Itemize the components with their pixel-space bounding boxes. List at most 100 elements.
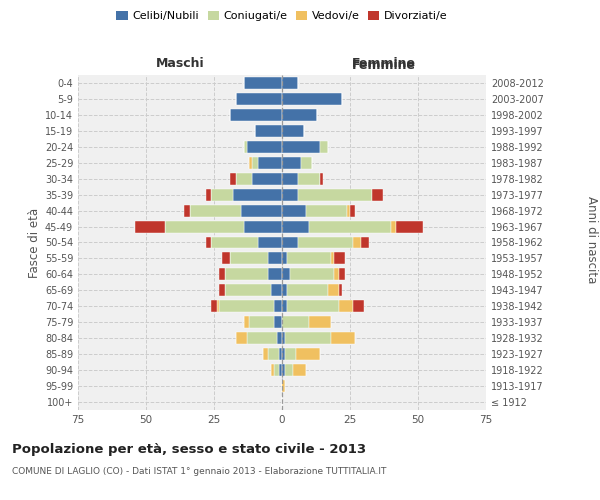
- Bar: [279, 364, 282, 376]
- Bar: [328, 284, 339, 296]
- Bar: [334, 252, 344, 264]
- Bar: [347, 204, 350, 216]
- Text: Maschi: Maschi: [155, 57, 205, 70]
- Bar: [298, 172, 320, 184]
- Bar: [268, 348, 279, 360]
- Text: Popolazione per età, sesso e stato civile - 2013: Popolazione per età, sesso e stato civil…: [12, 442, 366, 456]
- Bar: [230, 109, 282, 121]
- Bar: [296, 348, 320, 360]
- Bar: [135, 220, 165, 232]
- Bar: [282, 93, 342, 105]
- Bar: [320, 172, 323, 184]
- Bar: [309, 316, 331, 328]
- Bar: [282, 141, 320, 153]
- Bar: [274, 300, 282, 312]
- Text: Anni di nascita: Anni di nascita: [584, 196, 598, 284]
- Bar: [282, 284, 287, 296]
- Bar: [339, 300, 353, 312]
- Bar: [372, 188, 383, 200]
- Bar: [257, 236, 282, 248]
- Bar: [230, 172, 236, 184]
- Bar: [244, 220, 282, 232]
- Bar: [320, 141, 328, 153]
- Bar: [241, 204, 282, 216]
- Bar: [282, 125, 304, 137]
- Bar: [353, 236, 361, 248]
- Bar: [396, 220, 424, 232]
- Bar: [247, 332, 277, 344]
- Bar: [282, 364, 285, 376]
- Bar: [236, 172, 252, 184]
- Bar: [301, 157, 312, 168]
- Bar: [244, 316, 250, 328]
- Bar: [282, 157, 301, 168]
- Bar: [298, 188, 372, 200]
- Bar: [282, 332, 285, 344]
- Bar: [282, 77, 298, 89]
- Bar: [271, 284, 282, 296]
- Bar: [225, 268, 268, 280]
- Bar: [279, 348, 282, 360]
- Bar: [220, 268, 225, 280]
- Bar: [331, 332, 355, 344]
- Bar: [222, 252, 230, 264]
- Bar: [252, 172, 282, 184]
- Bar: [331, 252, 334, 264]
- Bar: [282, 268, 290, 280]
- Bar: [250, 316, 274, 328]
- Y-axis label: Fasce di età: Fasce di età: [28, 208, 41, 278]
- Bar: [282, 316, 309, 328]
- Bar: [230, 252, 268, 264]
- Bar: [334, 268, 339, 280]
- Bar: [184, 204, 190, 216]
- Bar: [287, 284, 328, 296]
- Bar: [250, 157, 252, 168]
- Bar: [274, 364, 279, 376]
- Bar: [220, 284, 225, 296]
- Bar: [290, 268, 334, 280]
- Bar: [350, 204, 355, 216]
- Bar: [391, 220, 396, 232]
- Bar: [282, 380, 285, 392]
- Bar: [268, 252, 282, 264]
- Bar: [211, 188, 233, 200]
- Bar: [206, 236, 211, 248]
- Bar: [211, 300, 217, 312]
- Bar: [339, 268, 344, 280]
- Bar: [206, 188, 211, 200]
- Bar: [282, 220, 309, 232]
- Bar: [285, 332, 331, 344]
- Bar: [309, 220, 391, 232]
- Bar: [236, 332, 247, 344]
- Bar: [165, 220, 244, 232]
- Bar: [190, 204, 241, 216]
- Bar: [282, 172, 298, 184]
- Text: Femmine: Femmine: [352, 58, 416, 71]
- Bar: [211, 236, 257, 248]
- Bar: [287, 252, 331, 264]
- Bar: [252, 157, 257, 168]
- Bar: [282, 236, 298, 248]
- Bar: [285, 364, 293, 376]
- Bar: [244, 77, 282, 89]
- Bar: [247, 141, 282, 153]
- Bar: [282, 204, 307, 216]
- Text: Femmine: Femmine: [352, 57, 416, 70]
- Bar: [282, 348, 285, 360]
- Bar: [282, 109, 317, 121]
- Bar: [285, 348, 296, 360]
- Bar: [307, 204, 347, 216]
- Bar: [236, 93, 282, 105]
- Bar: [282, 188, 298, 200]
- Bar: [282, 300, 287, 312]
- Bar: [361, 236, 369, 248]
- Bar: [255, 125, 282, 137]
- Bar: [287, 300, 339, 312]
- Bar: [225, 284, 271, 296]
- Bar: [293, 364, 307, 376]
- Bar: [220, 300, 274, 312]
- Bar: [339, 284, 342, 296]
- Bar: [263, 348, 268, 360]
- Bar: [353, 300, 364, 312]
- Legend: Celibi/Nubili, Coniugati/e, Vedovi/e, Divorziati/e: Celibi/Nubili, Coniugati/e, Vedovi/e, Di…: [116, 10, 448, 21]
